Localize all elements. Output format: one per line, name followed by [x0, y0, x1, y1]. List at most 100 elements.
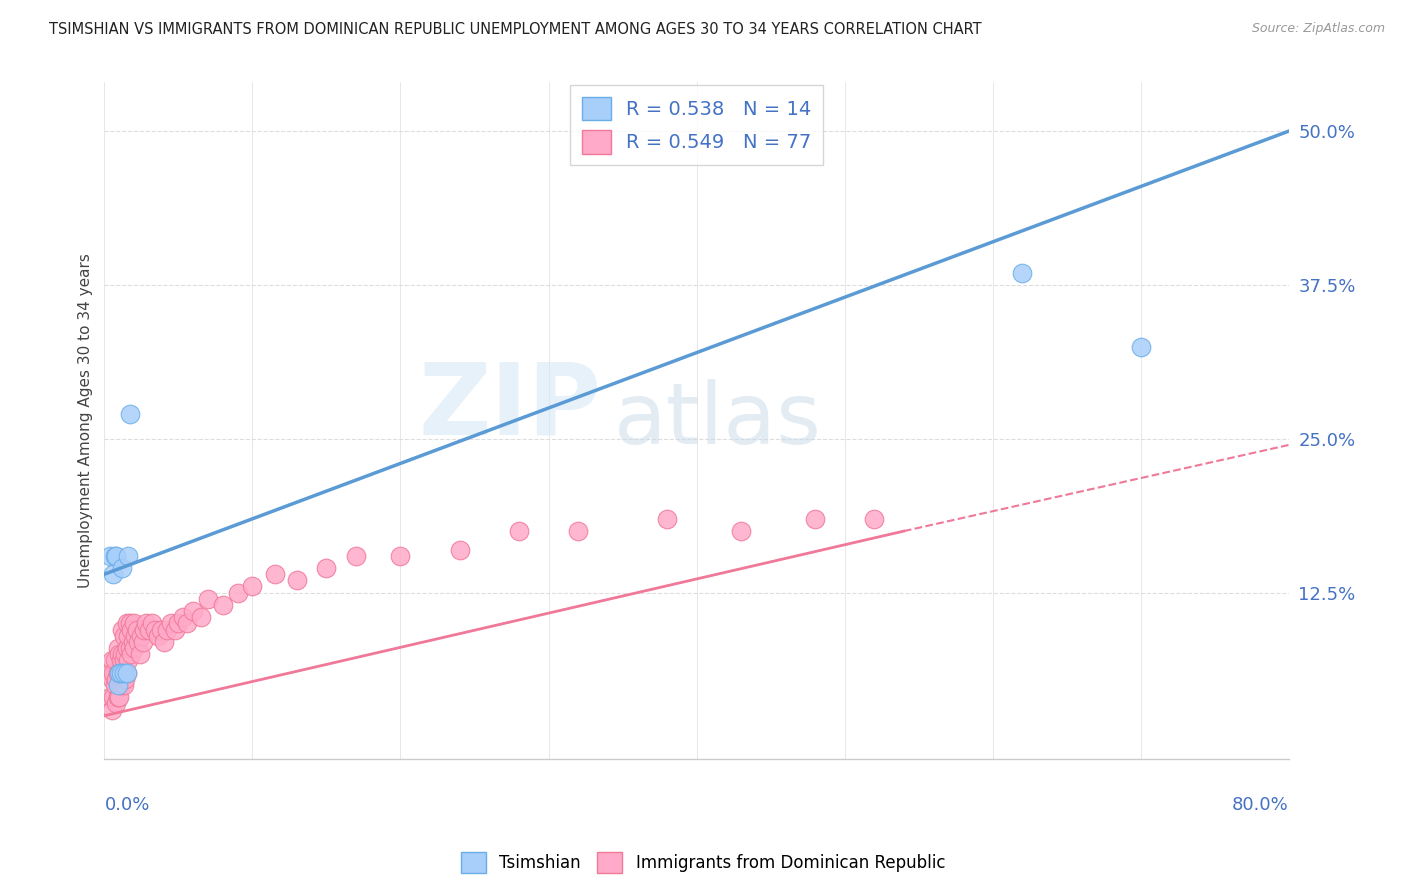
Legend: R = 0.538   N = 14, R = 0.549   N = 77: R = 0.538 N = 14, R = 0.549 N = 77 [569, 85, 824, 165]
Point [315, 561, 337, 575]
Point [226, 585, 249, 599]
Point [1129, 339, 1152, 353]
Point [863, 512, 886, 526]
Point [176, 616, 198, 631]
Point [108, 647, 131, 661]
Point [138, 623, 160, 637]
Legend: Tsimshian, Immigrants from Dominican Republic: Tsimshian, Immigrants from Dominican Rep… [454, 846, 952, 880]
Point [124, 629, 146, 643]
Point [114, 672, 136, 686]
Point [108, 665, 131, 680]
Point [107, 678, 129, 692]
Point [132, 635, 155, 649]
Text: TSIMSHIAN VS IMMIGRANTS FROM DOMINICAN REPUBLIC UNEMPLOYMENT AMONG AGES 30 TO 34: TSIMSHIAN VS IMMIGRANTS FROM DOMINICAN R… [49, 22, 981, 37]
Point [181, 604, 204, 618]
Point [135, 616, 157, 631]
Point [112, 665, 135, 680]
Point [125, 623, 148, 637]
Point [107, 665, 129, 680]
Point [155, 623, 177, 637]
Point [118, 407, 141, 421]
Point [105, 549, 128, 563]
Point [117, 653, 139, 667]
Point [115, 665, 138, 680]
Text: 0.0%: 0.0% [104, 796, 150, 814]
Point [190, 610, 212, 624]
Point [129, 647, 152, 661]
Point [114, 647, 136, 661]
Point [167, 616, 190, 631]
Point [110, 665, 132, 680]
Point [112, 629, 135, 643]
Text: Source: ZipAtlas.com: Source: ZipAtlas.com [1251, 22, 1385, 36]
Point [804, 512, 827, 526]
Point [172, 610, 194, 624]
Point [242, 579, 264, 593]
Point [103, 690, 125, 705]
Y-axis label: Unemployment Among Ages 30 to 34 years: Unemployment Among Ages 30 to 34 years [79, 253, 93, 588]
Point [110, 678, 132, 692]
Point [149, 623, 172, 637]
Point [111, 672, 134, 686]
Point [449, 542, 471, 557]
Text: 80.0%: 80.0% [1232, 796, 1289, 814]
Point [567, 524, 589, 538]
Point [110, 653, 132, 667]
Point [165, 623, 187, 637]
Point [103, 567, 125, 582]
Point [98, 665, 121, 680]
Point [107, 690, 129, 705]
Point [101, 672, 124, 686]
Point [111, 561, 134, 575]
Point [111, 623, 134, 637]
Point [117, 629, 139, 643]
Point [344, 549, 367, 563]
Point [118, 616, 141, 631]
Point [117, 549, 139, 563]
Point [103, 665, 125, 680]
Point [263, 567, 285, 582]
Point [101, 653, 124, 667]
Text: atlas: atlas [613, 379, 821, 462]
Point [730, 524, 752, 538]
Point [112, 678, 135, 692]
Point [108, 665, 131, 680]
Point [197, 591, 219, 606]
Point [141, 616, 163, 631]
Point [108, 690, 131, 705]
Point [115, 665, 138, 680]
Point [111, 647, 134, 661]
Point [127, 635, 149, 649]
Point [120, 623, 142, 637]
Point [131, 629, 153, 643]
Point [98, 549, 121, 563]
Point [120, 647, 142, 661]
Point [104, 678, 127, 692]
Point [112, 653, 135, 667]
Text: ZIP: ZIP [419, 359, 602, 455]
Point [98, 690, 121, 705]
Point [121, 635, 143, 649]
Point [146, 629, 169, 643]
Point [107, 640, 129, 655]
Point [105, 672, 128, 686]
Point [211, 598, 233, 612]
Point [1011, 266, 1033, 280]
Point [389, 549, 412, 563]
Point [104, 549, 127, 563]
Point [101, 702, 124, 716]
Point [152, 635, 174, 649]
Point [285, 574, 308, 588]
Point [160, 616, 183, 631]
Point [143, 623, 166, 637]
Point [508, 524, 530, 538]
Point [134, 623, 156, 637]
Point [104, 653, 127, 667]
Point [115, 616, 138, 631]
Point [655, 512, 678, 526]
Point [115, 640, 138, 655]
Point [122, 640, 145, 655]
Point [122, 616, 145, 631]
Point [118, 640, 141, 655]
Point [105, 697, 128, 711]
